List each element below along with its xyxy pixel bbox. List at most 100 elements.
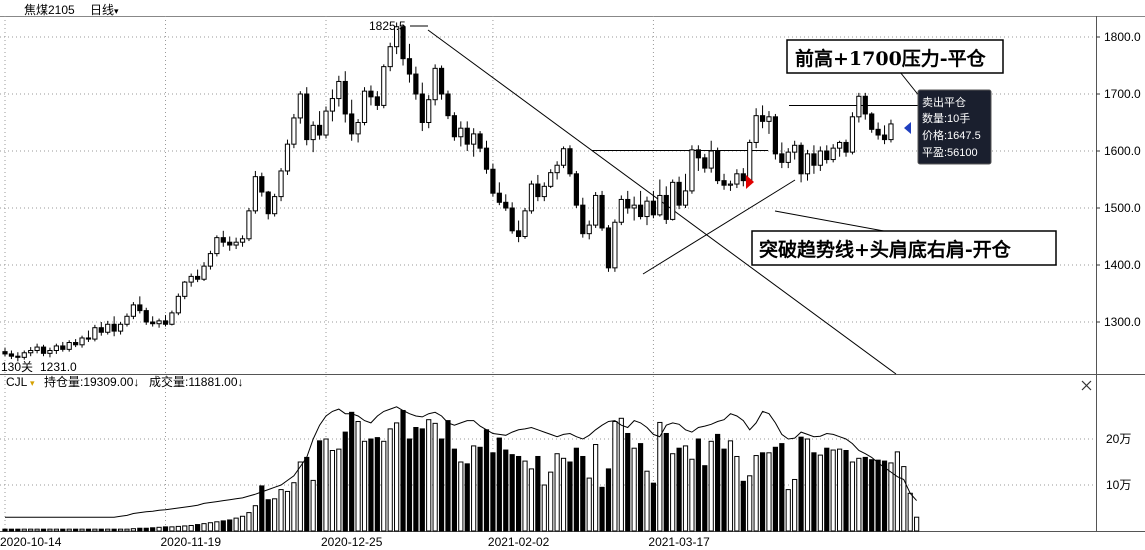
candle — [560, 146, 567, 169]
candle-body — [188, 275, 194, 283]
volume-bar — [862, 456, 868, 532]
trade-info-box[interactable]: 卖出平仓 数量:10手 价格:1647.5 平盈:56100 — [917, 89, 992, 165]
candle — [798, 142, 804, 183]
candle — [843, 139, 849, 157]
volume-bar — [708, 440, 714, 532]
volume-bar — [60, 528, 66, 532]
candle — [342, 71, 348, 123]
callout-bottom: 突破趋势线+头肩底右肩-开仓 — [751, 230, 1057, 266]
volume-bar — [753, 455, 759, 532]
volume-bar — [554, 453, 560, 532]
candle-body — [227, 241, 233, 246]
candle — [580, 197, 586, 238]
candle-body — [316, 124, 323, 136]
candle-body — [888, 123, 894, 141]
candle — [265, 190, 271, 220]
close-icon[interactable] — [1081, 380, 1092, 391]
indicator-name[interactable]: CJL — [6, 375, 28, 389]
candle-body — [618, 198, 624, 223]
candle — [8, 350, 15, 360]
candle — [227, 236, 233, 251]
candle — [66, 340, 72, 352]
volume-bar — [92, 528, 98, 532]
volume-bar — [329, 450, 336, 532]
volume-bar — [34, 528, 40, 532]
candle — [336, 75, 342, 107]
candle — [150, 316, 156, 327]
candle-body — [413, 73, 419, 95]
candle — [856, 92, 862, 123]
volume-bar — [618, 417, 624, 532]
volume-bar — [702, 465, 708, 532]
sell-arrow-icon — [746, 175, 754, 189]
volume-bar — [580, 455, 586, 532]
candle — [323, 106, 329, 139]
volume-bar — [740, 480, 746, 532]
candle — [759, 105, 766, 129]
candle — [60, 341, 66, 352]
indicator-dropdown-icon[interactable]: ▾ — [30, 378, 35, 388]
volume-axis: 10万 20万 — [1106, 432, 1131, 492]
volume-bar — [438, 438, 445, 532]
candle-body — [567, 148, 573, 175]
candle-body — [162, 320, 169, 325]
volume-bar — [824, 447, 830, 532]
candle-body — [849, 116, 856, 153]
price-grid — [0, 36, 1096, 323]
candle-body — [464, 127, 470, 145]
volume-bar — [516, 455, 522, 532]
volume-bar — [792, 478, 798, 532]
volume-bar — [817, 454, 823, 532]
candle-body — [175, 295, 181, 314]
symbol-title[interactable]: 焦煤2105 — [24, 3, 75, 17]
time-axis: 2020-10-14 2020-11-19 2020-12-25 2021-02-02… — [0, 16, 710, 549]
candle — [753, 108, 759, 149]
candle — [73, 339, 79, 348]
candle-body — [875, 128, 881, 136]
candle — [355, 119, 361, 143]
candle-body — [766, 116, 772, 122]
volume-bar — [676, 447, 682, 532]
volume-bar — [188, 524, 194, 532]
candle-body — [869, 113, 875, 130]
corner-label: 130关 — [1, 360, 33, 374]
candle-body — [15, 355, 21, 358]
candle-body — [336, 80, 342, 100]
volume-bar — [297, 461, 303, 532]
volume-bar — [657, 421, 663, 532]
volume-bar — [272, 498, 278, 532]
time-tick-label: 2020-10-14 — [0, 535, 62, 549]
candle — [849, 112, 856, 155]
candle — [53, 343, 59, 354]
volume-bar — [496, 437, 502, 532]
candle — [676, 176, 682, 210]
candle-body — [682, 190, 689, 206]
volume-bar — [464, 463, 470, 532]
candle — [252, 170, 258, 214]
candle — [207, 250, 214, 270]
candle — [124, 313, 130, 327]
candle — [554, 161, 560, 180]
volume-bar — [259, 485, 265, 532]
candle — [516, 220, 522, 243]
volume-bar — [759, 452, 766, 532]
candle-body — [368, 90, 374, 98]
candle-body — [323, 110, 329, 136]
candle-body — [284, 143, 291, 172]
candle-body — [2, 351, 8, 355]
candle-body — [34, 346, 40, 351]
volume-bar — [772, 446, 778, 532]
candle — [830, 144, 836, 163]
volume-bar — [2, 528, 8, 532]
volume-bar — [400, 409, 406, 532]
volume-bar — [105, 528, 111, 532]
candle-body — [47, 350, 53, 354]
period-selector[interactable]: 日线▾ — [90, 1, 119, 18]
candle-body — [747, 141, 753, 182]
volume-bar — [66, 528, 72, 532]
candle-body — [792, 144, 798, 153]
candle — [28, 347, 34, 357]
candle-body — [637, 204, 644, 218]
candle-body — [509, 207, 515, 232]
